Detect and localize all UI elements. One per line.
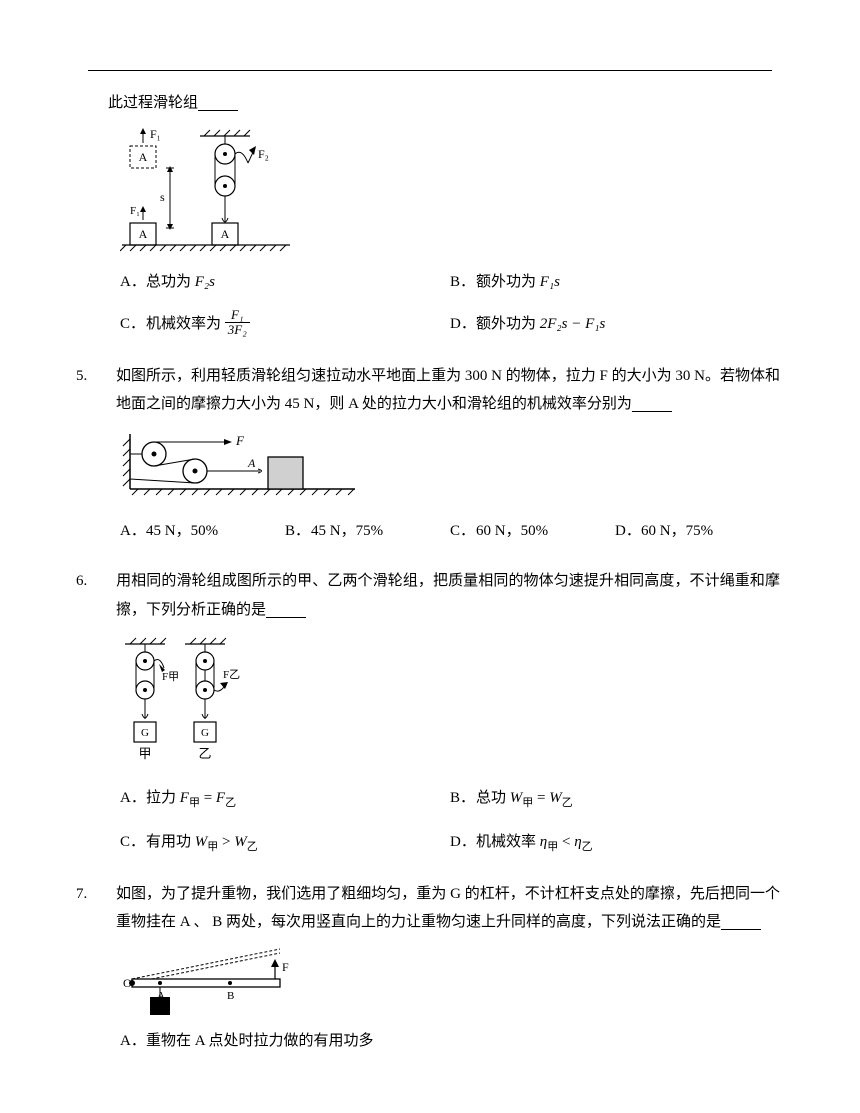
q5-opt-a: A．45 N，50% [120,517,285,546]
q5-text: 5.如图所示，利用轻质滑轮组匀速拉动水平地面上重为 300 N 的物体，拉力 F… [88,362,780,419]
q5: 5.如图所示，利用轻质滑轮组匀速拉动水平地面上重为 300 N 的物体，拉力 F… [88,362,780,419]
page-top-rule [88,70,772,71]
q6-options: A．拉力 F甲 = F乙 B．总功 W甲 = W乙 C．有用功 W甲 > W乙 … [120,784,780,858]
q4-fig-A-right: A [221,227,230,241]
q7-figure: O A B F [120,947,780,1017]
q6-opt-c: C．有用功 W甲 > W乙 [120,828,450,858]
q6-opt-b: B．总功 W甲 = W乙 [450,784,780,814]
q4-opt-b: B．额外功为 F₁s [450,268,780,297]
q7-blank [721,912,761,930]
q5-figure: F A [120,429,780,507]
q4-options: A．总功为 F₂s B．额外功为 F₁s C．机械效率为 F₁3F₂ D．额外功… [120,268,780,340]
q4-fig-F1: F₁ [150,128,161,141]
q6-fig-G2: G [201,727,209,739]
q7: 7.如图，为了提升重物，我们选用了粗细均匀，重为 G 的杠杆，不计杠杆支点处的摩… [88,880,780,937]
q6-fig-jia: 甲 [138,746,151,761]
q5-opt-b: B．45 N，75% [285,517,450,546]
q4-fragment-text: 此过程滑轮组 [108,95,198,111]
q7-fig-B: B [227,990,234,1002]
q4-fig-F2: F₂ [258,147,269,161]
q4-fig-A-dashed: A [139,150,148,164]
q5-blank [632,394,672,412]
q4-opt-a: A．总功为 F₂s [120,268,450,297]
q5-opt-c: C．60 N，50% [450,517,615,546]
q5-options: A．45 N，50% B．45 N，75% C．60 N，50% D．60 N，… [120,517,780,546]
q6-fig-Fyi: F乙 [223,668,240,681]
q5-fig-A: A [247,456,256,470]
q6: 6.用相同的滑轮组成图所示的甲、乙两个滑轮组，把质量相同的物体匀速提升相同高度，… [88,567,780,624]
q4-opt-d: D．额外功为 2F₂s − F₁s [450,310,780,340]
q6-fig-yi: 乙 [198,746,211,761]
q4-opt-c: C．机械效率为 F₁3F₂ [120,310,450,340]
q6-text: 6.用相同的滑轮组成图所示的甲、乙两个滑轮组，把质量相同的物体匀速提升相同高度，… [88,567,780,624]
q6-fig-G1: G [141,727,149,739]
q7-text: 7.如图，为了提升重物，我们选用了粗细均匀，重为 G 的杠杆，不计杠杆支点处的摩… [88,880,780,937]
q6-blank [266,600,306,618]
q4-figure: A F₁ s A F₁ [120,128,780,258]
q6-opt-a: A．拉力 F甲 = F乙 [120,784,450,814]
q6-figure: F甲 G 甲 F乙 G 乙 [120,634,780,774]
q7-fig-O: O [123,976,132,990]
q4-fig-A-lower: A [139,227,148,241]
q7-fig-F: F [282,960,289,974]
q5-fig-F: F [235,433,245,448]
q4-blank [198,93,238,111]
q5-opt-d: D．60 N，75% [615,517,780,546]
q4-fig-F1p: F₁ [130,205,140,217]
q4-fragment: 此过程滑轮组 [108,89,780,118]
q6-fig-Fjia: F甲 [162,671,179,683]
q6-opt-d: D．机械效率 η甲 < η乙 [450,828,780,858]
q7-opt-a: A．重物在 A 点处时拉力做的有用功多 [120,1027,780,1056]
q4-fig-s: s [160,190,165,204]
